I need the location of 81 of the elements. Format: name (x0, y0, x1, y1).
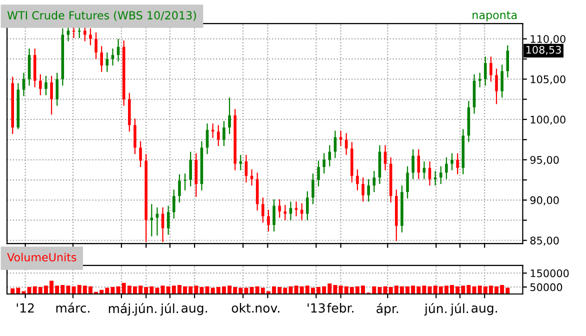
candlestick (172, 189, 176, 220)
candlestick (362, 176, 364, 202)
x-tick-label: júl. (450, 303, 468, 316)
candlestick (450, 152, 454, 171)
annotation: 108,53 (526, 46, 561, 55)
candlestick (456, 152, 459, 175)
candlestick (372, 170, 376, 193)
candlestick (261, 197, 264, 224)
chart-title: WTI Crude Futures (WBS 10/2013) (7, 10, 196, 21)
candlestick (222, 120, 226, 147)
candlestick (272, 198, 276, 232)
y-tick-label: 150000 (530, 269, 569, 278)
x-tick-label: aug. (182, 306, 207, 316)
text: naponta (472, 11, 517, 22)
candlestick (328, 144, 332, 167)
candlestick (367, 178, 370, 202)
candlestick (134, 118, 136, 155)
x-tick-label: '12 (16, 303, 34, 313)
candlestick (312, 172, 314, 205)
candlestick (490, 56, 492, 82)
x-tick-label: márc. (56, 302, 90, 313)
candlestick (22, 72, 26, 97)
candlestick (289, 201, 292, 221)
x-tick-label: júl. (160, 303, 178, 316)
x-tick-label: okt. (232, 303, 254, 313)
x-tick-label: '13 (308, 303, 325, 313)
candlestick (100, 46, 103, 72)
candlestick (495, 68, 498, 105)
candlestick (439, 166, 442, 184)
chart-title: VolumeUnits (7, 252, 76, 262)
candlestick (139, 140, 142, 168)
candlestick (44, 75, 48, 96)
candlestick (106, 52, 109, 72)
y-tick-label: 100,00 (530, 116, 566, 125)
candlestick (356, 168, 359, 191)
candlestick (334, 130, 337, 159)
candlestick (189, 151, 192, 187)
candlestick (50, 75, 53, 116)
y-tick-label: 105,00 (530, 75, 566, 84)
x-tick-label: febr. (327, 303, 354, 313)
x-tick-label: ápr. (376, 303, 398, 316)
candlestick (412, 148, 414, 180)
candlestick (84, 26, 86, 42)
x-tick-label: jún. (134, 303, 156, 316)
candlestick (344, 132, 348, 156)
candlestick (244, 154, 248, 183)
y-tick-label: 95,00 (530, 156, 559, 165)
candlestick (322, 152, 326, 174)
candlestick (166, 205, 170, 236)
candlestick (278, 198, 281, 218)
y-tick-label: 50000 (530, 283, 562, 292)
x-tick-label: nov. (256, 306, 280, 313)
candlestick (484, 56, 487, 86)
candlestick (478, 72, 482, 88)
candlestick (300, 202, 304, 221)
candlestick (267, 209, 270, 232)
x-tick-label: aug. (472, 306, 497, 316)
candlestick (228, 97, 231, 135)
candlestick (39, 74, 42, 96)
candlestick (317, 160, 320, 187)
x-tick-label: jún. (424, 303, 446, 316)
y-tick-label: 90,00 (530, 196, 559, 206)
candlestick (445, 156, 448, 180)
candlestick (217, 124, 220, 147)
candlestick (500, 64, 504, 98)
candlestick (506, 44, 510, 78)
candlestick (161, 206, 164, 243)
candlestick (284, 204, 287, 221)
candlestick (306, 190, 309, 221)
candlestick (89, 28, 92, 46)
candlestick (339, 130, 342, 147)
candlestick (56, 72, 58, 106)
y-tick-label: 85,00 (530, 236, 559, 246)
candlestick (94, 32, 98, 60)
candlestick (384, 144, 387, 171)
candlestick (406, 166, 409, 200)
candlestick (239, 154, 242, 171)
candlestick (178, 174, 181, 204)
x-tick-label: máj. (108, 303, 134, 316)
candlestick (417, 148, 420, 180)
y-tick-label: 110,00 (530, 35, 566, 44)
